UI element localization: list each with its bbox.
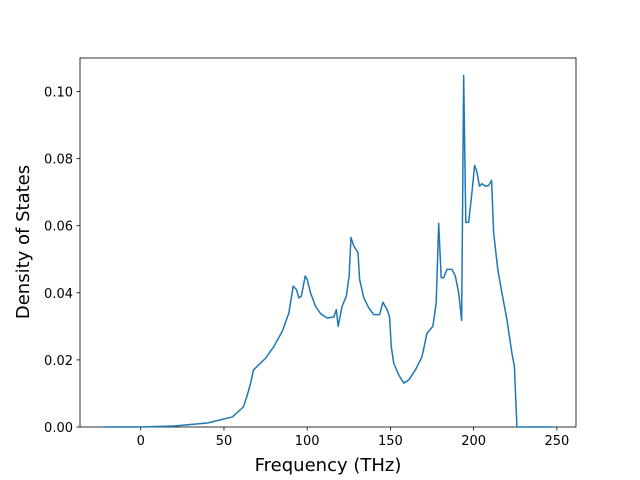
x-tick-label: 150 [378,434,403,449]
x-tick-label: 0 [137,434,145,449]
plot-area [79,57,577,428]
y-tick-label: 0.04 [44,287,73,302]
x-tick-label: 250 [544,434,569,449]
y-tick-label: 0.06 [44,220,73,235]
y-tick-label: 0.08 [44,153,73,168]
line [102,74,554,428]
y-tick-label: 0.02 [44,354,73,369]
y-tick-label: 0.00 [44,421,73,436]
y-axis-label: Density of States [13,165,34,319]
x-tick-label: 50 [216,434,233,449]
x-axis-label: Frequency (THz) [255,455,402,476]
x-tick-label: 100 [295,434,320,449]
x-tick-label: 200 [461,434,486,449]
y-tick-label: 0.10 [44,86,73,101]
